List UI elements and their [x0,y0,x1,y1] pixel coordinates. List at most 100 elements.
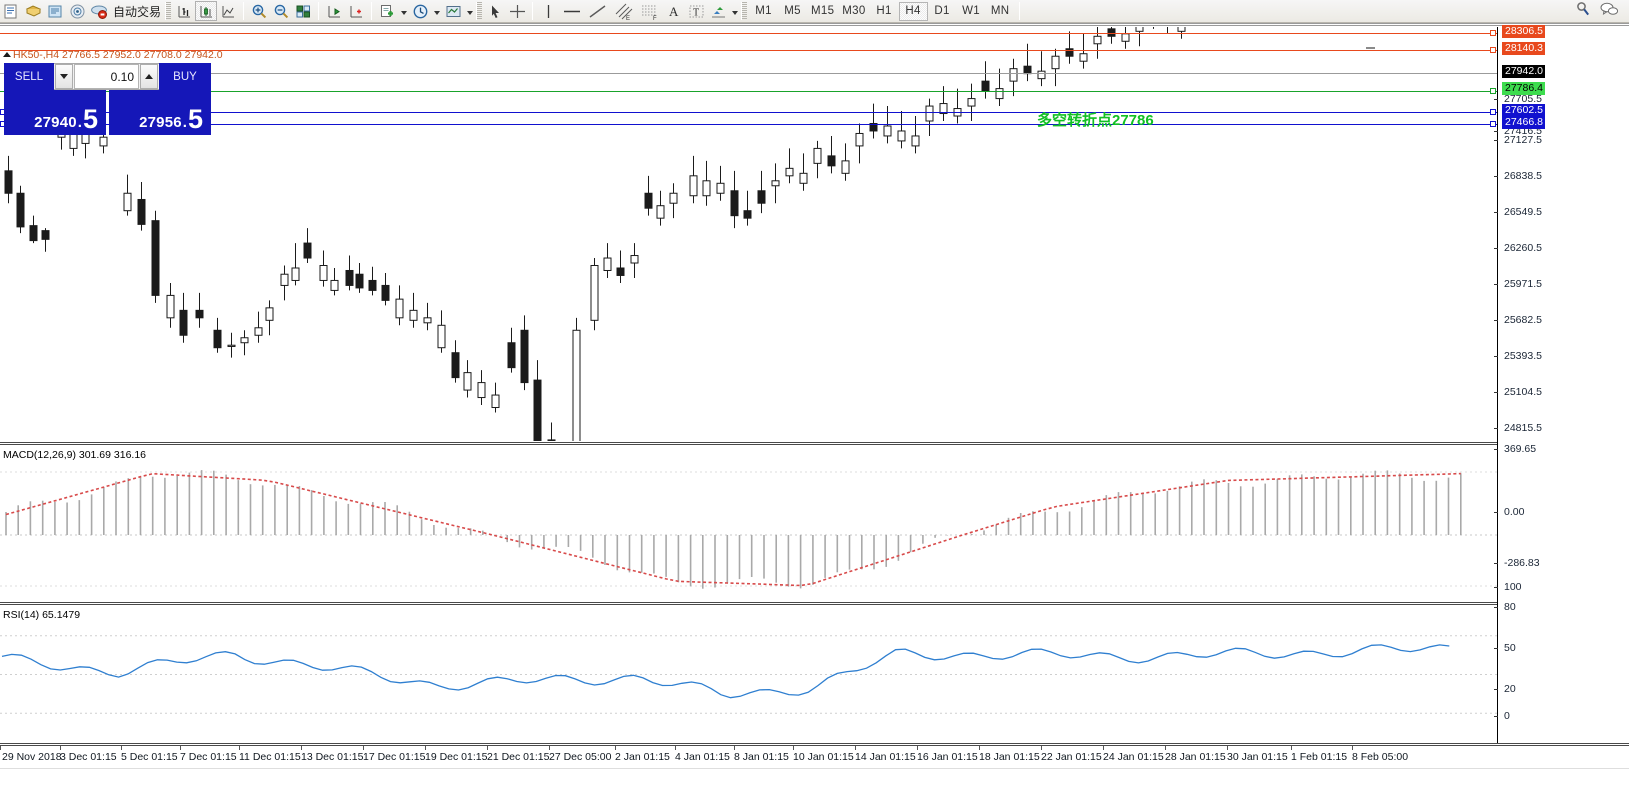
expert-advisor-icon[interactable] [88,1,110,21]
time-axis-separator [425,746,426,750]
chart-shift-icon[interactable] [323,1,345,21]
price-level-label[interactable]: 27786.4 [1502,82,1545,95]
periods-clock-icon[interactable] [409,1,431,21]
templates-dropdown-arrow[interactable] [464,1,475,21]
level-line-resistance-2[interactable] [0,33,1497,34]
add-indicator-icon[interactable] [376,1,398,21]
signal-icon[interactable] [66,1,88,21]
buy-button[interactable]: BUY [159,63,211,90]
price-level-label[interactable]: 27466.8 [1502,116,1545,129]
trendline-icon[interactable] [585,1,611,21]
timeframe-m5[interactable]: M5 [784,5,801,17]
timeframe-m15[interactable]: M15 [811,5,835,17]
time-axis-label: 22 Jan 01:15 [1041,751,1102,763]
price-tick: 25104.5 [1494,386,1542,398]
timeframe-h1[interactable]: H1 [876,5,892,17]
price-scale[interactable]: 27127.5 26838.5 26549.5 26260.5 25971.5 25682… [1493,25,1629,743]
zoom-in-icon[interactable] [248,1,270,21]
objects-list-icon[interactable] [707,1,729,21]
crosshair-icon[interactable] [506,1,528,21]
macd-indicator-label: MACD(12,26,9) 301.69 316.16 [3,449,147,461]
timeframe-d1[interactable]: D1 [934,5,950,17]
new-order-icon[interactable] [0,1,22,21]
templates-icon[interactable] [442,1,464,21]
time-axis-separator [675,746,676,750]
rsi-pane-divider [0,602,1629,605]
wallet-icon[interactable] [22,1,44,21]
tile-windows-icon[interactable] [292,1,314,21]
level-handle-right-pivot-level[interactable] [1490,88,1496,94]
line-chart-icon[interactable] [217,1,239,21]
level-handle-right-resistance-1[interactable] [1490,47,1496,53]
text-label-icon[interactable]: A [663,1,685,21]
price-tick-label: 24815.5 [1504,422,1542,434]
volume-stepper[interactable]: 0.10 [54,63,159,90]
toolbar-separator-5 [1018,2,1020,20]
price-level-label[interactable]: 27942.0 [1502,65,1545,78]
macd-pane[interactable] [0,447,1497,604]
rsi-scale-label: 20 [1504,683,1516,695]
level-handle-right-support-2[interactable] [1490,121,1496,127]
timeframe-mn[interactable]: MN [990,5,1010,17]
time-axis-separator [180,746,181,750]
fibonacci-icon[interactable]: F [637,1,663,21]
sell-price-display[interactable]: 27940 . 5 [4,90,106,135]
timeframe-m30[interactable]: M30 [842,5,866,17]
vertical-line-icon[interactable] [537,1,559,21]
chart-annotation-text[interactable]: 多空转折点27786 [1037,112,1154,129]
add-indicator-dropdown-arrow[interactable] [398,1,409,21]
one-click-trading-panel[interactable]: SELL 0.10 BUY 27940 . 5 27956 . 5 [4,63,211,135]
horizontal-line-icon[interactable] [559,1,585,21]
svg-text:F: F [653,16,657,21]
cursor-icon[interactable] [484,1,506,21]
search-icon[interactable] [1574,0,1592,23]
time-axis-label: 4 Jan 01:15 [675,751,730,763]
equidistant-channel-icon[interactable]: E [611,1,637,21]
buy-price-display[interactable]: 27956 . 5 [109,90,211,135]
zoom-out-icon[interactable] [270,1,292,21]
price-tick: 27705.5 [1494,93,1542,105]
timeframe-m1[interactable]: M1 [755,5,772,17]
timeframe-w1[interactable]: W1 [962,5,980,17]
price-level-label[interactable]: 28140.3 [1502,42,1545,55]
toolbar-grip-1[interactable] [165,2,172,20]
volume-increase-button[interactable] [140,64,158,89]
volume-decrease-button[interactable] [55,64,73,89]
level-handle-right-resistance-2[interactable] [1490,30,1496,36]
price-level-label[interactable]: 27602.5 [1502,104,1545,117]
level-line-pivot-level[interactable] [0,91,1497,92]
candlestick-chart-icon[interactable] [195,1,218,21]
chart-autoscroll-icon[interactable] [345,1,367,21]
price-tick: 24815.5 [1494,422,1542,434]
time-axis-separator [239,746,240,750]
symbol-expand-arrow-icon[interactable] [3,52,11,57]
level-handle-right-support-1[interactable] [1490,109,1496,115]
level-line-resistance-1[interactable] [0,50,1497,51]
price-level-label[interactable]: 28306.5 [1502,25,1545,38]
text-box-icon[interactable]: T [685,1,707,21]
level-line-current-price[interactable] [0,73,1497,74]
rsi-pane[interactable] [0,607,1497,743]
periods-dropdown-arrow[interactable] [431,1,442,21]
time-axis[interactable]: 29 Nov 2018 3 Dec 01:15 5 Dec 01:15 7 Dec 0… [0,746,1629,798]
time-axis-label: 11 Dec 01:15 [239,751,301,763]
price-chart-pane[interactable] [0,27,1497,441]
objects-dropdown-arrow[interactable] [729,1,740,21]
level-line-support-2[interactable] [0,124,1497,125]
chat-icon[interactable] [1599,0,1619,23]
toolbar-grip-3[interactable] [741,2,748,20]
toolbar-grip-2[interactable] [476,2,483,20]
time-axis-separator [734,746,735,750]
chart-window[interactable]: HK50-,H4 27766.5 27952.0 27708.0 27942.0… [0,23,1629,798]
level-line-support-1[interactable] [0,112,1497,113]
bar-chart-icon[interactable] [173,1,195,21]
autotrade-label[interactable]: 自动交易 [113,4,162,19]
volume-value[interactable]: 0.10 [74,64,139,89]
time-axis-label: 30 Jan 01:15 [1227,751,1288,763]
macd-series [0,470,1497,589]
timeframe-h4[interactable]: H4 [898,1,928,21]
sell-button[interactable]: SELL [4,63,54,90]
price-tick-label: 26549.5 [1504,206,1542,218]
news-icon[interactable] [44,1,66,21]
time-axis-label: 21 Dec 01:15 [487,751,550,763]
